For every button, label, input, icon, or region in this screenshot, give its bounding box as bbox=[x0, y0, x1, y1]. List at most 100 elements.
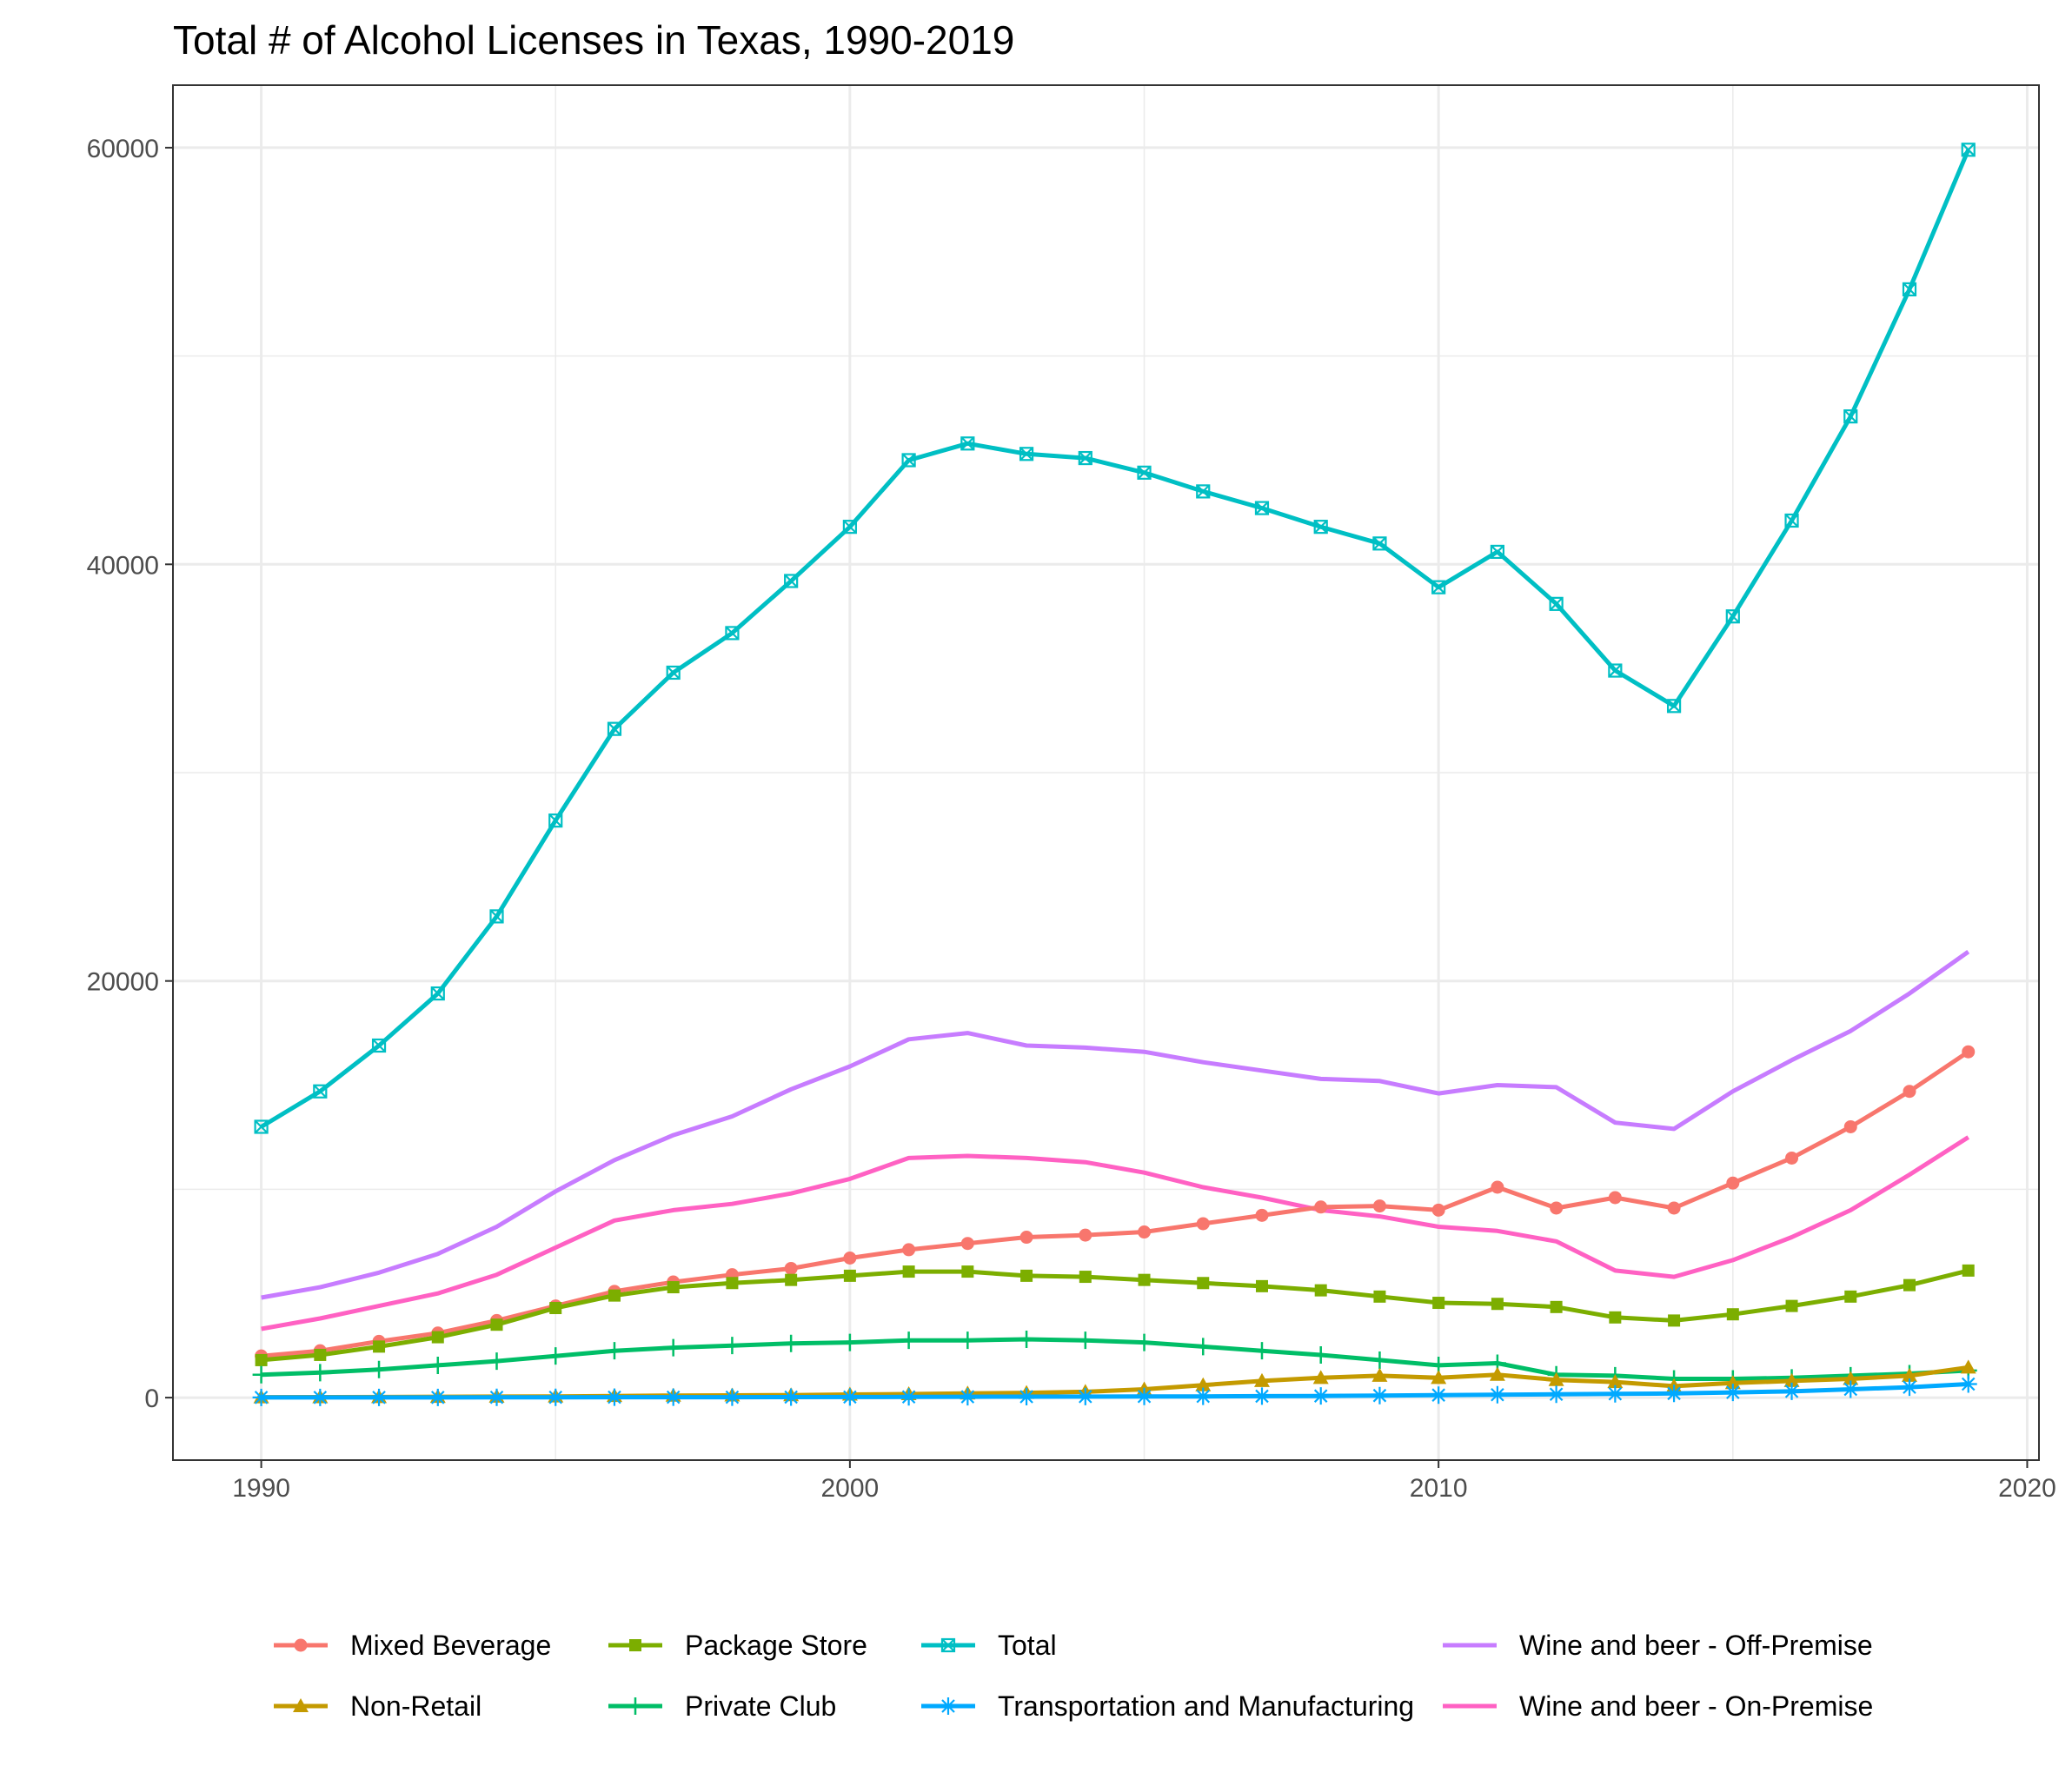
point-marker bbox=[430, 986, 445, 1001]
point-marker bbox=[1019, 447, 1034, 462]
point-marker bbox=[490, 1318, 503, 1331]
point-marker bbox=[843, 1269, 856, 1282]
point-marker bbox=[608, 1289, 621, 1302]
point-marker bbox=[488, 1352, 506, 1371]
point-marker bbox=[725, 626, 740, 641]
point-marker bbox=[311, 1364, 329, 1382]
y-tick-label: 20000 bbox=[87, 968, 159, 997]
point-marker bbox=[1431, 1370, 1447, 1385]
point-marker bbox=[1137, 465, 1152, 480]
point-marker bbox=[1372, 1199, 1386, 1213]
point-marker bbox=[785, 1273, 798, 1286]
point-marker bbox=[1255, 1208, 1269, 1222]
point-marker bbox=[1550, 1201, 1564, 1215]
point-marker bbox=[252, 1365, 270, 1384]
point-marker bbox=[1667, 1201, 1681, 1215]
point-marker bbox=[1079, 1271, 1092, 1284]
point-marker bbox=[784, 574, 799, 588]
point-marker bbox=[255, 1353, 268, 1366]
point-marker bbox=[373, 1340, 386, 1353]
series-line bbox=[261, 1135, 1970, 1331]
point-marker bbox=[782, 1388, 800, 1406]
point-marker bbox=[1430, 1386, 1448, 1404]
x-tick-label: 2020 bbox=[1998, 1474, 2056, 1503]
point-marker bbox=[1608, 663, 1623, 678]
point-marker bbox=[664, 1338, 682, 1357]
point-marker bbox=[1018, 1330, 1036, 1348]
point-marker bbox=[1608, 1191, 1622, 1205]
point-marker bbox=[959, 1388, 977, 1406]
point-marker bbox=[1959, 1375, 1977, 1393]
point-marker bbox=[1665, 1385, 1684, 1403]
legend-label: Total bbox=[998, 1630, 1057, 1661]
y-tick-label: 0 bbox=[144, 1385, 159, 1413]
point-marker bbox=[1314, 1200, 1328, 1214]
point-marker bbox=[1726, 1176, 1740, 1190]
point-marker bbox=[1255, 1279, 1268, 1292]
point-marker bbox=[1371, 1351, 1389, 1369]
point-marker bbox=[1783, 1382, 1801, 1400]
panel-border bbox=[172, 84, 2040, 1461]
point-marker bbox=[627, 1697, 644, 1715]
point-marker bbox=[1902, 282, 1917, 297]
series-line bbox=[261, 950, 1970, 1300]
legend-label: Non-Retail bbox=[350, 1690, 481, 1722]
point-marker bbox=[1019, 1231, 1033, 1245]
point-marker bbox=[1431, 1203, 1445, 1217]
point-marker bbox=[1079, 1228, 1092, 1242]
point-marker bbox=[1194, 1338, 1212, 1356]
point-marker bbox=[843, 1251, 857, 1265]
point-marker bbox=[1607, 1374, 1624, 1389]
point-marker bbox=[605, 1342, 623, 1360]
point-marker bbox=[1253, 1372, 1270, 1387]
x-tick-label: 1990 bbox=[232, 1474, 290, 1503]
point-marker bbox=[1723, 1384, 1742, 1402]
point-marker bbox=[840, 1388, 859, 1406]
point-marker bbox=[1960, 1359, 1976, 1374]
point-marker bbox=[1488, 1385, 1506, 1404]
point-marker bbox=[1078, 450, 1092, 466]
series-line bbox=[260, 149, 1971, 1129]
point-marker bbox=[1076, 1331, 1094, 1350]
point-marker bbox=[1196, 1217, 1210, 1231]
legend-item-package-store: Package Store bbox=[608, 1630, 867, 1661]
point-marker bbox=[902, 1265, 915, 1278]
y-tick-label: 60000 bbox=[87, 135, 159, 163]
point-marker bbox=[311, 1388, 329, 1406]
point-marker bbox=[252, 1388, 270, 1406]
point-marker bbox=[1668, 1314, 1681, 1327]
point-marker bbox=[1371, 1386, 1389, 1404]
point-marker bbox=[784, 1261, 798, 1275]
point-marker bbox=[1903, 1085, 1916, 1099]
legend-item-total: Total bbox=[921, 1630, 1057, 1661]
point-marker bbox=[605, 1388, 623, 1406]
point-marker bbox=[1962, 1264, 1975, 1277]
legend-label: Wine and beer - Off-Premise bbox=[1519, 1630, 1873, 1661]
point-marker bbox=[1135, 1333, 1153, 1351]
point-marker bbox=[1549, 596, 1564, 611]
point-marker bbox=[1252, 1342, 1271, 1360]
point-marker bbox=[960, 436, 975, 451]
point-marker bbox=[549, 1302, 562, 1315]
point-marker bbox=[1547, 1385, 1565, 1404]
point-marker bbox=[1785, 1151, 1799, 1165]
legend-label: Transportation and Manufacturing bbox=[998, 1690, 1414, 1722]
point-marker bbox=[294, 1638, 308, 1652]
point-marker bbox=[1076, 1387, 1094, 1405]
point-marker bbox=[961, 1265, 974, 1278]
point-marker bbox=[314, 1348, 327, 1361]
point-marker bbox=[1903, 1278, 1916, 1292]
series-transportation-and-manufacturing bbox=[252, 1375, 1977, 1406]
point-marker bbox=[1196, 484, 1211, 499]
point-marker bbox=[842, 520, 857, 535]
point-marker bbox=[1018, 1388, 1036, 1406]
point-marker bbox=[370, 1360, 388, 1378]
point-marker bbox=[1785, 1299, 1798, 1312]
point-marker bbox=[1194, 1387, 1212, 1405]
point-marker bbox=[1135, 1387, 1153, 1405]
point-marker bbox=[1726, 1308, 1739, 1321]
point-marker bbox=[1252, 1387, 1271, 1405]
point-marker bbox=[1138, 1225, 1152, 1239]
point-marker bbox=[902, 1243, 916, 1257]
